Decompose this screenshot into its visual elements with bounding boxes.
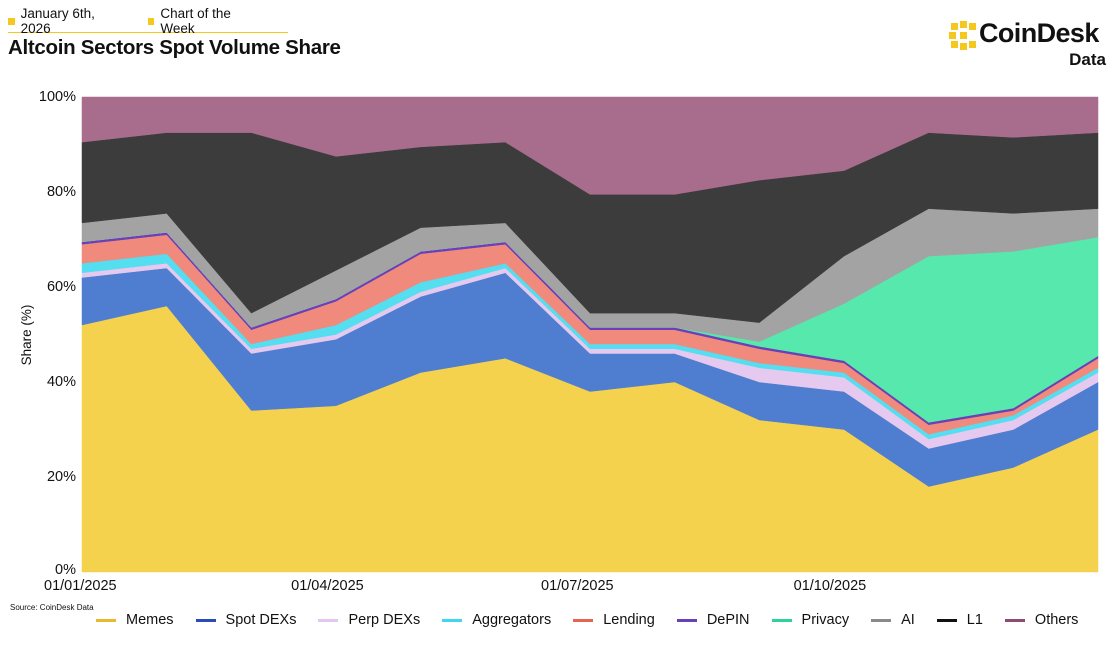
y-tick-label: 40% (47, 374, 76, 390)
x-tick-label: 01/07/2025 (541, 578, 614, 594)
logo-brand: CoinDesk (979, 18, 1099, 48)
legend-swatch (1004, 618, 1025, 622)
tag-badge: Chart of the Week (147, 6, 262, 36)
legend-label: Spot DEXs (225, 612, 297, 628)
legend-label: Privacy (801, 612, 850, 628)
legend-swatch (771, 618, 792, 622)
legend-item-others: Others (1004, 612, 1079, 628)
header-strip: January 6th, 2026 Chart of the Week (8, 6, 288, 36)
legend-item-l1: L1 (936, 612, 983, 628)
legend-swatch (936, 618, 957, 622)
legend-item-aggregators: Aggregators (442, 612, 551, 628)
chart-legend: Memes Spot DEXs Perp DEXs Aggregators Lendin… (96, 612, 1100, 628)
x-tick-label: 01/01/2025 (44, 578, 117, 594)
source-note: Source: CoinDesk Data (10, 603, 94, 612)
area-others (81, 96, 1099, 195)
y-tick-label: 80% (47, 184, 76, 200)
date-text: January 6th, 2026 (20, 6, 95, 36)
y-axis-label: Share (%) (19, 305, 34, 366)
legend-label: Memes (126, 612, 174, 628)
legend-item-lending: Lending (573, 612, 655, 628)
legend-label: AI (901, 612, 915, 628)
x-tick-label: 01/10/2025 (794, 578, 867, 594)
legend-swatch (676, 618, 697, 622)
legend-item-depin: DePIN (676, 612, 750, 628)
legend-swatch (96, 618, 116, 622)
legend-item-memes: Memes (96, 612, 174, 628)
square-bullet-icon (8, 17, 15, 25)
legend-label: Perp DEXs (348, 612, 421, 628)
legend-label: Lending (603, 612, 655, 628)
x-tick-label: 01/04/2025 (291, 578, 364, 594)
tag-text: Chart of the Week (160, 6, 231, 36)
legend-label: Aggregators (472, 612, 552, 628)
square-bullet-icon (147, 17, 155, 25)
y-tick-label: 60% (47, 279, 76, 295)
legend-label: DePIN (706, 612, 750, 628)
legend-swatch (195, 618, 216, 622)
coindesk-mark-icon (949, 21, 976, 50)
y-tick-label: 20% (47, 469, 76, 485)
y-tick-label: 100% (39, 89, 76, 105)
legend-swatch (318, 618, 339, 622)
legend-item-privacy: Privacy (771, 612, 850, 628)
legend-label: Others (1034, 612, 1079, 628)
legend-item-ai: AI (871, 612, 915, 628)
legend-item-spot-dexs: Spot DEXs (195, 612, 297, 628)
legend-item-perp-dexs: Perp DEXs (318, 612, 420, 628)
chart-title: Altcoin Sectors Spot Volume Share (8, 36, 341, 59)
coindesk-logo: CoinDesk Data (943, 16, 1108, 71)
logo-sub: Data (1069, 50, 1106, 69)
legend-swatch (871, 618, 892, 622)
legend-swatch (442, 618, 463, 622)
legend-swatch (573, 618, 594, 622)
legend-label: L1 (966, 612, 983, 628)
date-badge: January 6th, 2026 (8, 6, 122, 36)
y-tick-label: 0% (55, 562, 76, 578)
